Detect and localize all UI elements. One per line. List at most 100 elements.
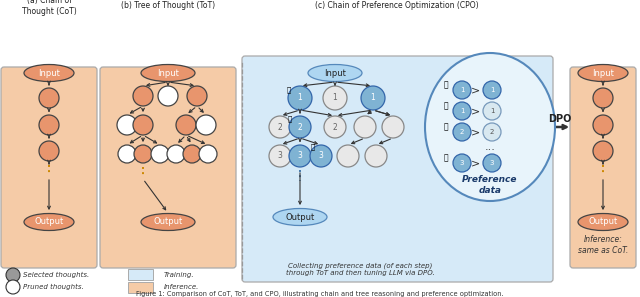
Ellipse shape [24, 64, 74, 81]
Ellipse shape [425, 53, 555, 201]
Text: 1: 1 [333, 94, 337, 102]
Text: Input: Input [592, 69, 614, 78]
FancyBboxPatch shape [128, 269, 153, 280]
Circle shape [483, 81, 501, 99]
Text: 1: 1 [490, 87, 494, 93]
Text: >: > [472, 127, 481, 137]
Text: 🏆: 🏆 [287, 87, 291, 93]
Ellipse shape [578, 64, 628, 81]
Circle shape [158, 86, 178, 106]
Text: 🏆: 🏆 [311, 144, 315, 150]
Text: (b) Tree of Thought (ToT): (b) Tree of Thought (ToT) [121, 1, 215, 10]
Text: 1: 1 [371, 94, 376, 102]
Circle shape [134, 145, 152, 163]
FancyBboxPatch shape [570, 67, 636, 268]
Circle shape [483, 154, 501, 172]
Text: 🏆: 🏆 [444, 80, 448, 89]
Text: DPO: DPO [548, 114, 572, 124]
Text: 3: 3 [319, 151, 323, 160]
Circle shape [453, 123, 471, 141]
Text: 🏆: 🏆 [444, 154, 448, 162]
Circle shape [361, 86, 385, 110]
Text: Output: Output [285, 212, 315, 222]
Ellipse shape [273, 208, 327, 225]
Text: Output: Output [35, 217, 63, 227]
Text: ...: ... [484, 142, 495, 152]
Circle shape [453, 81, 471, 99]
Text: 2: 2 [278, 122, 282, 132]
Text: 2: 2 [298, 122, 302, 132]
Circle shape [593, 141, 613, 161]
Circle shape [39, 88, 59, 108]
Ellipse shape [141, 214, 195, 230]
Text: 3: 3 [298, 151, 303, 160]
Circle shape [269, 145, 291, 167]
Circle shape [6, 280, 20, 294]
Circle shape [289, 145, 311, 167]
FancyBboxPatch shape [128, 282, 153, 293]
Text: (a) Chain of
Thought (CoT): (a) Chain of Thought (CoT) [22, 0, 76, 16]
Circle shape [269, 116, 291, 138]
Text: Inference.: Inference. [164, 284, 200, 290]
Text: Output: Output [588, 217, 618, 227]
Text: Input: Input [38, 69, 60, 78]
Circle shape [483, 102, 501, 120]
FancyBboxPatch shape [1, 67, 97, 268]
Text: Input: Input [324, 69, 346, 78]
Text: 2: 2 [460, 129, 464, 135]
Circle shape [453, 154, 471, 172]
Circle shape [288, 86, 312, 110]
Circle shape [365, 145, 387, 167]
Circle shape [176, 115, 196, 135]
Text: 1: 1 [460, 108, 464, 114]
Circle shape [118, 145, 136, 163]
Circle shape [354, 116, 376, 138]
Text: 3: 3 [278, 151, 282, 160]
Circle shape [382, 116, 404, 138]
Ellipse shape [308, 64, 362, 81]
Text: Selected thoughts.: Selected thoughts. [23, 272, 89, 278]
Text: 2: 2 [490, 129, 494, 135]
Text: Output: Output [154, 217, 182, 227]
Text: >: > [472, 85, 481, 95]
Circle shape [324, 116, 346, 138]
Circle shape [453, 102, 471, 120]
Circle shape [167, 145, 185, 163]
Circle shape [593, 115, 613, 135]
Circle shape [151, 145, 169, 163]
Circle shape [310, 145, 332, 167]
Circle shape [289, 116, 311, 138]
Text: 1: 1 [460, 87, 464, 93]
Text: Collecting preference data (of each step)
through ToT and then tuning LLM via DP: Collecting preference data (of each step… [285, 262, 435, 276]
Circle shape [337, 145, 359, 167]
Circle shape [133, 86, 153, 106]
Text: Input: Input [157, 69, 179, 78]
Text: 3: 3 [490, 160, 494, 166]
Circle shape [199, 145, 217, 163]
Circle shape [117, 115, 137, 135]
Circle shape [39, 115, 59, 135]
Circle shape [196, 115, 216, 135]
Circle shape [483, 123, 501, 141]
Text: >: > [472, 158, 481, 168]
Ellipse shape [578, 214, 628, 230]
Text: >: > [472, 106, 481, 116]
Text: Figure 1: Comparison of CoT, ToT, and CPO, illustrating chain and tree reasoning: Figure 1: Comparison of CoT, ToT, and CP… [136, 291, 504, 297]
Circle shape [6, 268, 20, 282]
Text: 🏆: 🏆 [444, 102, 448, 110]
Text: 1: 1 [490, 108, 494, 114]
Circle shape [133, 115, 153, 135]
Circle shape [39, 141, 59, 161]
FancyBboxPatch shape [242, 56, 553, 282]
FancyBboxPatch shape [100, 67, 236, 268]
Circle shape [323, 86, 347, 110]
Text: 3: 3 [460, 160, 464, 166]
Text: Preference
data: Preference data [462, 175, 518, 195]
Text: Pruned thoughts.: Pruned thoughts. [23, 284, 84, 290]
Text: 2: 2 [333, 122, 337, 132]
Text: Inference:
same as CoT.: Inference: same as CoT. [578, 235, 628, 255]
Text: Training.: Training. [164, 272, 195, 278]
Text: 🏆: 🏆 [288, 116, 292, 122]
Text: 1: 1 [298, 94, 302, 102]
Circle shape [183, 145, 201, 163]
